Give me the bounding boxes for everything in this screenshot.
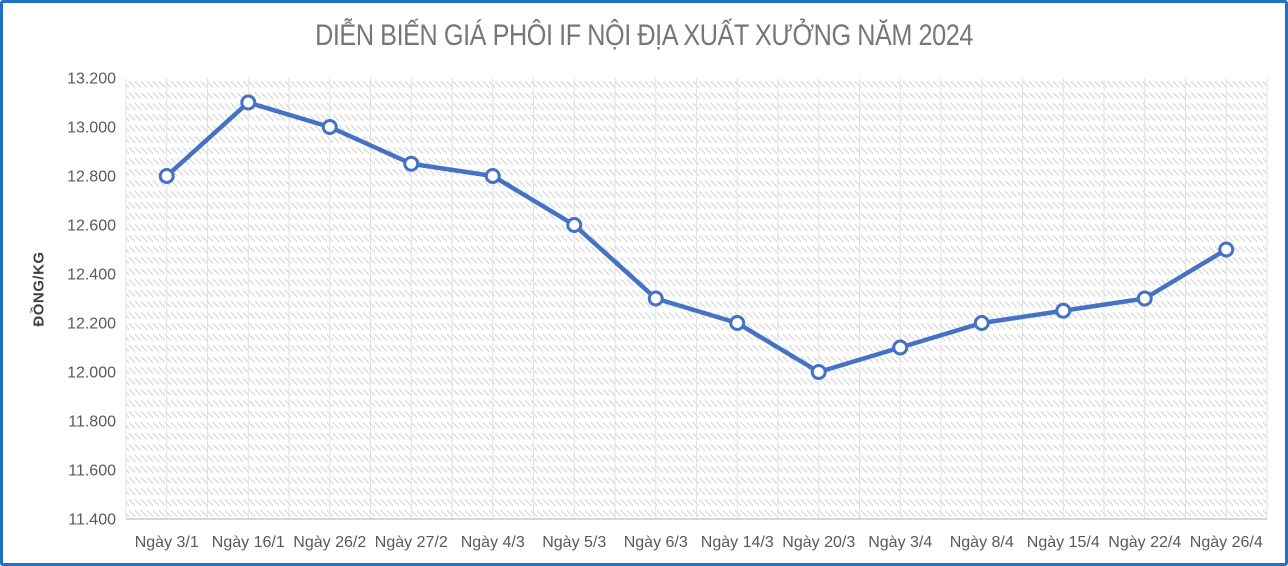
data-point[interactable]: [403, 155, 420, 172]
x-tick-label: Ngày 20/3: [782, 534, 855, 551]
x-tick-label: Ngày 5/3: [542, 534, 606, 551]
data-point[interactable]: [647, 290, 664, 307]
y-tick-label: 12.400: [67, 267, 116, 284]
x-tick-label: Ngày 3/4: [868, 534, 932, 551]
x-tick-label: Ngày 27/2: [375, 534, 448, 551]
x-axis-tick-labels: Ngày 3/1 Ngày 16/1 Ngày 26/2 Ngày 27/2 Ngày …: [135, 534, 1263, 551]
y-tick-label: 12.000: [67, 365, 116, 382]
series-line[interactable]: [164, 100, 1229, 375]
data-point[interactable]: [158, 168, 175, 184]
y-tick-label: 11.600: [68, 463, 116, 480]
data-point[interactable]: [973, 315, 990, 331]
line-chart-canvas: 13.200 13.000 12.800 12.600 12.400 12.200 12.0…: [67, 71, 1268, 551]
data-point[interactable]: [1218, 241, 1235, 258]
y-tick-label: 13.200: [67, 71, 116, 88]
x-tick-label: Ngày 3/1: [135, 534, 199, 551]
data-point[interactable]: [729, 315, 746, 331]
y-tick-label: 12.600: [67, 218, 116, 235]
x-tick-label: Ngày 22/4: [1108, 534, 1181, 551]
data-point[interactable]: [892, 339, 909, 356]
data-point[interactable]: [810, 364, 827, 380]
x-tick-label: Ngày 14/3: [701, 534, 774, 551]
x-tick-label: Ngày 4/3: [461, 534, 525, 551]
x-tick-label: Ngày 16/1: [212, 534, 285, 551]
vertical-gridlines: [125, 78, 1268, 519]
data-point[interactable]: [240, 94, 257, 111]
x-tick-label: Ngày 26/4: [1190, 534, 1263, 551]
x-tick-label: Ngày 15/4: [1027, 534, 1100, 551]
data-point[interactable]: [484, 168, 501, 184]
y-tick-label: 11.800: [68, 414, 116, 431]
x-tick-label: Ngày 6/3: [624, 534, 688, 551]
series-markers: [158, 94, 1235, 380]
chart-title[interactable]: DIỄN BIẾN GIÁ PHÔI IF NỘI ĐỊA XUẤT XƯỞNG…: [315, 19, 973, 52]
data-point[interactable]: [1055, 302, 1072, 319]
y-axis-tick-labels: 13.200 13.000 12.800 12.600 12.400 12.200 12.0…: [67, 71, 116, 529]
y-tick-label: 12.200: [67, 316, 116, 333]
data-point[interactable]: [566, 217, 583, 233]
data-point[interactable]: [1136, 290, 1153, 307]
x-tick-label: Ngày 8/4: [950, 534, 1014, 551]
data-point[interactable]: [321, 119, 338, 135]
x-tick-label: Ngày 26/2: [293, 534, 366, 551]
y-tick-label: 11.400: [68, 512, 116, 529]
y-tick-label: 13.000: [67, 120, 116, 137]
y-tick-label: 12.800: [67, 169, 116, 186]
